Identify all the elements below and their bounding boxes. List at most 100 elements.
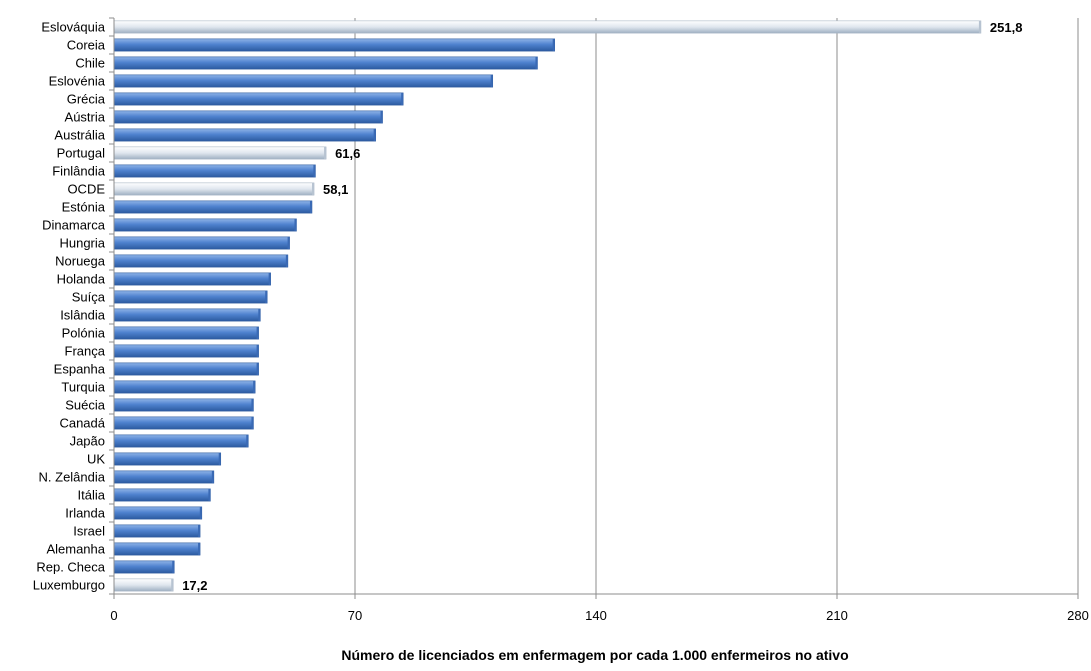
bar-su-cia bbox=[113, 398, 254, 412]
bar-ocde bbox=[113, 182, 315, 196]
data-label-luxemburgo: 17,2 bbox=[182, 578, 207, 593]
bar-cap-noruega bbox=[285, 254, 288, 268]
bar-cap-alemanha bbox=[198, 542, 201, 556]
category-label-isl-ndia: Islândia bbox=[60, 308, 106, 323]
bar-cap-portugal bbox=[324, 146, 327, 160]
bar-cap-turquia bbox=[253, 380, 256, 394]
data-label-portugal: 61,6 bbox=[335, 146, 360, 161]
bars bbox=[113, 20, 982, 592]
category-label-luxemburgo: Luxemburgo bbox=[33, 578, 105, 593]
category-label-jap-o: Japão bbox=[70, 434, 105, 449]
bar-it-lia bbox=[113, 488, 211, 502]
bar-turquia bbox=[113, 380, 256, 394]
bar-cap-fran-a bbox=[256, 344, 259, 358]
data-label-ocde: 58,1 bbox=[323, 182, 348, 197]
bar-cap-pol-nia bbox=[256, 326, 259, 340]
x-tick-label-0: 0 bbox=[110, 608, 117, 623]
category-label-portugal: Portugal bbox=[57, 146, 106, 161]
category-label-gr-cia: Grécia bbox=[67, 92, 106, 107]
bar-cap-isl-ndia bbox=[258, 308, 261, 322]
category-label-hungria: Hungria bbox=[59, 236, 105, 251]
category-label-pol-nia: Polónia bbox=[62, 326, 106, 341]
bar-dinamarca bbox=[113, 218, 297, 232]
category-label-coreia: Coreia bbox=[67, 38, 106, 53]
grid-lines bbox=[354, 18, 1079, 594]
bar-cap-su-cia bbox=[251, 398, 254, 412]
category-label-eslov-nia: Eslovénia bbox=[49, 74, 106, 89]
bar-noruega bbox=[113, 254, 289, 268]
category-label-eslov-quia: Eslováquia bbox=[41, 20, 105, 35]
bar-eslov-nia bbox=[113, 74, 494, 88]
bar-isl-ndia bbox=[113, 308, 261, 322]
bar-finl-ndia bbox=[113, 164, 316, 178]
category-label-dinamarca: Dinamarca bbox=[42, 218, 106, 233]
bar-austr-lia bbox=[113, 128, 376, 142]
bar-israel bbox=[113, 524, 201, 538]
category-label-uk: UK bbox=[87, 452, 105, 467]
bar-luxemburgo bbox=[113, 578, 174, 592]
bar-cap-n-zel-ndia bbox=[211, 470, 214, 484]
category-label-fran-a: França bbox=[65, 344, 106, 359]
category-label-ocde: OCDE bbox=[67, 182, 105, 197]
category-label-irlanda: Irlanda bbox=[65, 506, 106, 521]
bar-jap-o bbox=[113, 434, 249, 448]
data-label-eslov-quia: 251,8 bbox=[990, 20, 1023, 35]
category-label-su-cia: Suécia bbox=[65, 398, 106, 413]
bar-holanda bbox=[113, 272, 271, 286]
bar-n-zel-ndia bbox=[113, 470, 215, 484]
category-label-su-a: Suíça bbox=[72, 290, 106, 305]
x-tick-label-140: 140 bbox=[585, 608, 607, 623]
x-tick-label-280: 280 bbox=[1067, 608, 1089, 623]
bar-cap-gr-cia bbox=[401, 92, 404, 106]
bar-cap-eslov-nia bbox=[490, 74, 493, 88]
bar-cap-su-a bbox=[265, 290, 268, 304]
bar-cap-uk bbox=[218, 452, 221, 466]
bar-cap-holanda bbox=[268, 272, 271, 286]
bar-cap-coreia bbox=[552, 38, 555, 52]
bar-est-nia bbox=[113, 200, 313, 214]
bar-irlanda bbox=[113, 506, 203, 520]
category-label-rep-checa: Rep. Checa bbox=[36, 560, 105, 575]
bar-canad- bbox=[113, 416, 254, 430]
category-label-noruega: Noruega bbox=[55, 254, 106, 269]
bar-portugal bbox=[113, 146, 327, 160]
bar-cap-chile bbox=[535, 56, 538, 70]
bar-cap-irlanda bbox=[199, 506, 202, 520]
bar-coreia bbox=[113, 38, 555, 52]
bar-cap-jap-o bbox=[246, 434, 249, 448]
category-label-canad-: Canadá bbox=[59, 416, 105, 431]
bar-cap-espanha bbox=[256, 362, 259, 376]
bar-rep-checa bbox=[113, 560, 175, 574]
bar-cap-israel bbox=[198, 524, 201, 538]
bar-espanha bbox=[113, 362, 259, 376]
bar-chile bbox=[113, 56, 538, 70]
bar-cap-eslov-quia bbox=[978, 20, 981, 34]
bar-fran-a bbox=[113, 344, 259, 358]
bar-cap-it-lia bbox=[208, 488, 211, 502]
x-axis-title: Número de licenciados em enfermagem por … bbox=[341, 647, 848, 663]
bar-cap-finl-ndia bbox=[313, 164, 316, 178]
bar-cap-hungria bbox=[287, 236, 290, 250]
axes bbox=[109, 17, 1079, 599]
category-label-chile: Chile bbox=[75, 56, 105, 71]
bar-cap-luxemburgo bbox=[171, 578, 174, 592]
bar-gr-cia bbox=[113, 92, 404, 106]
bar-a-stria bbox=[113, 110, 383, 124]
category-label-est-nia: Estónia bbox=[62, 200, 106, 215]
bar-cap-rep-checa bbox=[172, 560, 175, 574]
bar-cap-canad- bbox=[251, 416, 254, 430]
category-label-alemanha: Alemanha bbox=[46, 542, 105, 557]
bar-hungria bbox=[113, 236, 290, 250]
bar-cap-a-stria bbox=[380, 110, 383, 124]
category-label-austr-lia: Austrália bbox=[54, 128, 105, 143]
category-label-israel: Israel bbox=[73, 524, 105, 539]
category-label-it-lia: Itália bbox=[78, 488, 106, 503]
category-label-finl-ndia: Finlândia bbox=[52, 164, 106, 179]
bar-cap-dinamarca bbox=[294, 218, 297, 232]
labels: 0 70 140 210 280 Eslováquia 251,8 Coreia Chile Es… bbox=[33, 20, 1089, 624]
category-label-holanda: Holanda bbox=[57, 272, 106, 287]
bar-uk bbox=[113, 452, 222, 466]
bar-eslov-quia bbox=[113, 20, 982, 34]
bar-su-a bbox=[113, 290, 268, 304]
